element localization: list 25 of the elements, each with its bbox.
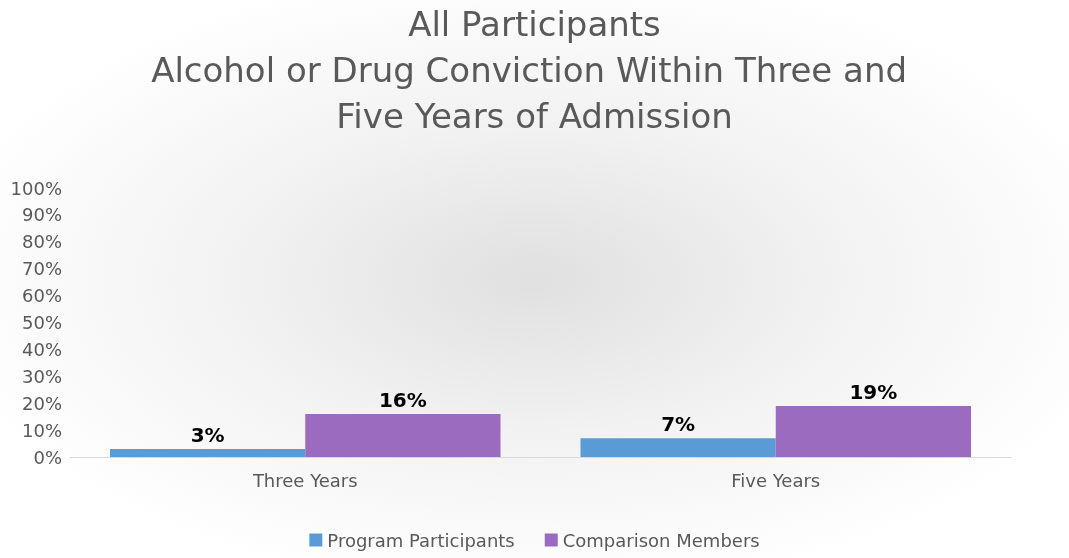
data-label: 19%	[849, 379, 898, 404]
y-tick-label: 20%	[21, 392, 62, 414]
chart-title: All Participants	[408, 4, 661, 44]
bar	[305, 413, 501, 457]
bar	[109, 448, 306, 457]
data-label: 3%	[190, 422, 225, 447]
x-tick-label: Five Years	[731, 469, 821, 491]
y-tick-label: 10%	[21, 419, 62, 441]
legend-label: Program Participants	[327, 529, 515, 551]
y-tick-label: 80%	[21, 231, 62, 253]
bar	[580, 438, 776, 457]
y-tick-label: 100%	[10, 177, 62, 199]
y-tick-label: 30%	[21, 365, 62, 387]
y-tick-label: 50%	[21, 312, 62, 333]
data-label: 16%	[378, 387, 427, 412]
y-tick-label: 60%	[21, 285, 62, 307]
y-tick-label: 0%	[33, 446, 62, 468]
bar	[775, 405, 972, 457]
y-tick-label: 70%	[21, 258, 62, 280]
data-label: 7%	[661, 412, 696, 437]
legend-label: Comparison Members	[562, 529, 760, 551]
chart-subtitle: Alcohol or Drug Conviction Within Three and Five Years of Admission	[151, 50, 918, 136]
y-tick-label: 90%	[21, 204, 62, 226]
y-tick-label: 40%	[21, 338, 62, 360]
x-tick-label: Three Years	[251, 469, 358, 491]
